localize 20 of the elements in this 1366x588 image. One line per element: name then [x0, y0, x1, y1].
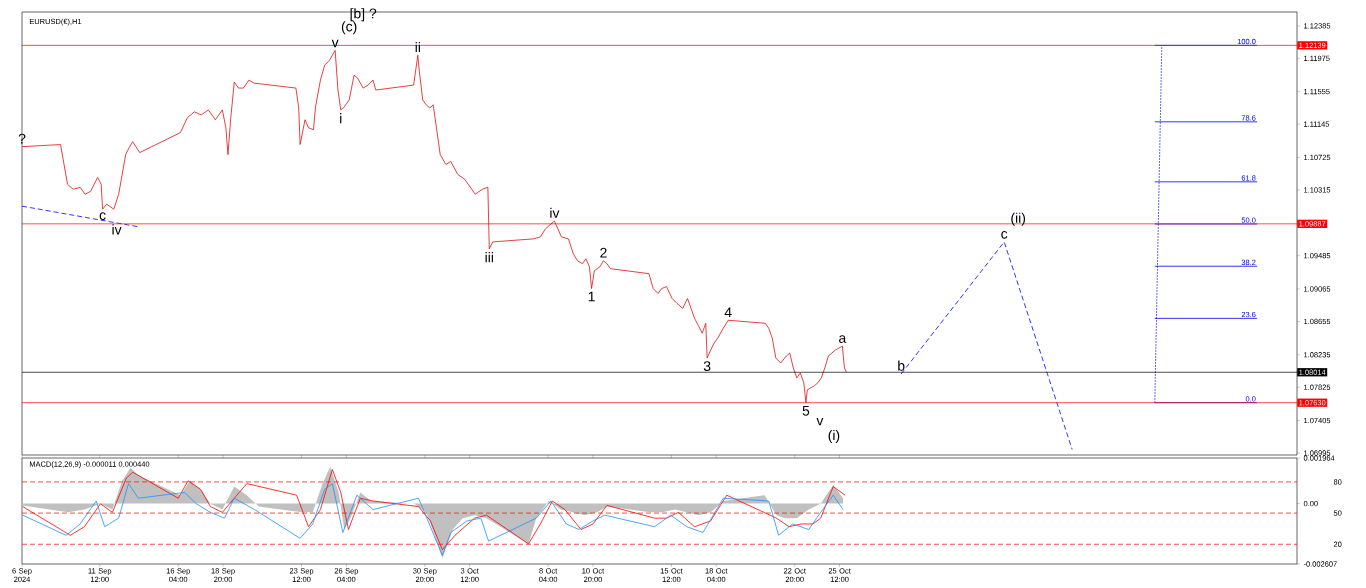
annotation: ii: [415, 41, 420, 53]
annotation: b: [898, 360, 905, 371]
annotation: (c): [341, 21, 357, 35]
annotation: a: [839, 335, 847, 343]
annotation: c: [1001, 231, 1008, 239]
annotation: (ii): [1011, 212, 1026, 226]
annotation: 2: [600, 247, 607, 258]
annotation: ?: [18, 133, 26, 144]
annotation: 1: [588, 291, 595, 302]
annotation: [b] ?: [350, 8, 377, 22]
annotation: i: [340, 113, 342, 124]
annotation: v: [816, 417, 824, 426]
annotation: c: [99, 212, 106, 221]
annotation: iii: [485, 252, 493, 263]
annotation: iv: [112, 224, 122, 235]
annotation: (i): [828, 429, 840, 443]
annotation: 5: [802, 405, 810, 416]
annotation: 3: [703, 361, 711, 372]
annotation: iv: [550, 207, 560, 218]
annotation: 4: [724, 307, 732, 318]
